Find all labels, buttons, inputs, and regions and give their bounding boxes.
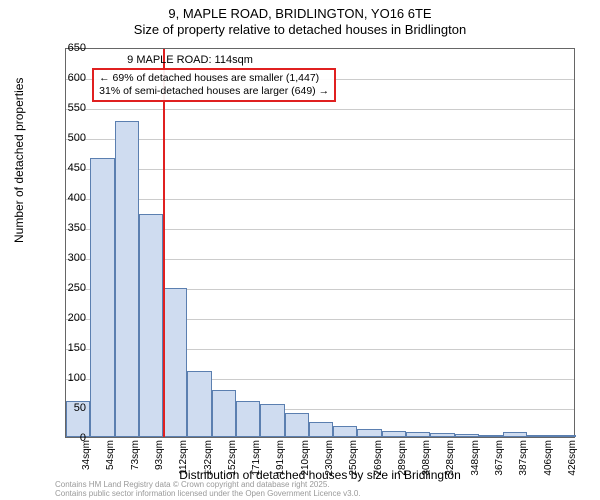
footer-line-1: Contains HM Land Registry data © Crown c…	[55, 480, 361, 489]
annotation-line-2: 31% of semi-detached houses are larger (…	[99, 85, 329, 98]
reference-annotation-box: ← 69% of detached houses are smaller (1,…	[92, 68, 336, 102]
chart-title-block: 9, MAPLE ROAD, BRIDLINGTON, YO16 6TE Siz…	[0, 0, 600, 39]
x-tick-label: 54sqm	[105, 440, 116, 470]
gridline	[66, 139, 574, 140]
histogram-bar	[115, 121, 139, 437]
y-tick-label: 550	[46, 102, 86, 114]
gridline	[66, 199, 574, 200]
histogram-bar	[285, 413, 309, 437]
title-line-2: Size of property relative to detached ho…	[0, 22, 600, 38]
footer-attribution: Contains HM Land Registry data © Crown c…	[55, 480, 361, 498]
y-axis-label: Number of detached properties	[12, 78, 26, 243]
histogram-bar	[357, 429, 381, 437]
plot-region	[65, 48, 575, 438]
histogram-bar	[382, 431, 406, 437]
y-tick-label: 600	[46, 72, 86, 84]
x-tick-label: 93sqm	[154, 440, 165, 470]
y-tick-label: 150	[46, 342, 86, 354]
footer-line-2: Contains public sector information licen…	[55, 489, 361, 498]
y-tick-label: 200	[46, 312, 86, 324]
reference-title: 9 MAPLE ROAD: 114sqm	[127, 54, 253, 66]
histogram-bar	[309, 422, 333, 437]
y-tick-label: 100	[46, 372, 86, 384]
histogram-bar	[90, 158, 114, 437]
histogram-bar	[552, 435, 576, 437]
histogram-bar	[139, 214, 163, 437]
histogram-bar	[163, 288, 187, 437]
x-tick-label: 34sqm	[81, 440, 92, 470]
histogram-bar	[212, 390, 236, 437]
annotation-line-1: ← 69% of detached houses are smaller (1,…	[99, 72, 329, 85]
y-tick-label: 350	[46, 222, 86, 234]
x-tick-label: 73sqm	[130, 440, 141, 470]
histogram-bar	[527, 435, 551, 437]
chart-area: 9 MAPLE ROAD: 114sqm ← 69% of detached h…	[65, 48, 575, 438]
gridline	[66, 169, 574, 170]
histogram-bar	[430, 433, 454, 437]
reference-line	[163, 49, 165, 437]
histogram-bar	[406, 432, 430, 437]
y-tick-label: 450	[46, 162, 86, 174]
y-tick-label: 400	[46, 192, 86, 204]
y-tick-label: 300	[46, 252, 86, 264]
y-tick-label: 650	[46, 42, 86, 54]
histogram-bar	[236, 401, 260, 437]
y-tick-label: 250	[46, 282, 86, 294]
y-tick-label: 0	[46, 432, 86, 444]
histogram-bar	[333, 426, 357, 437]
histogram-bar	[260, 404, 284, 437]
histogram-bar	[187, 371, 211, 437]
title-line-1: 9, MAPLE ROAD, BRIDLINGTON, YO16 6TE	[0, 6, 600, 22]
histogram-bar	[503, 432, 527, 437]
y-tick-label: 50	[46, 402, 86, 414]
y-tick-label: 500	[46, 132, 86, 144]
gridline	[66, 109, 574, 110]
histogram-bar	[479, 435, 503, 437]
histogram-bar	[455, 434, 479, 437]
